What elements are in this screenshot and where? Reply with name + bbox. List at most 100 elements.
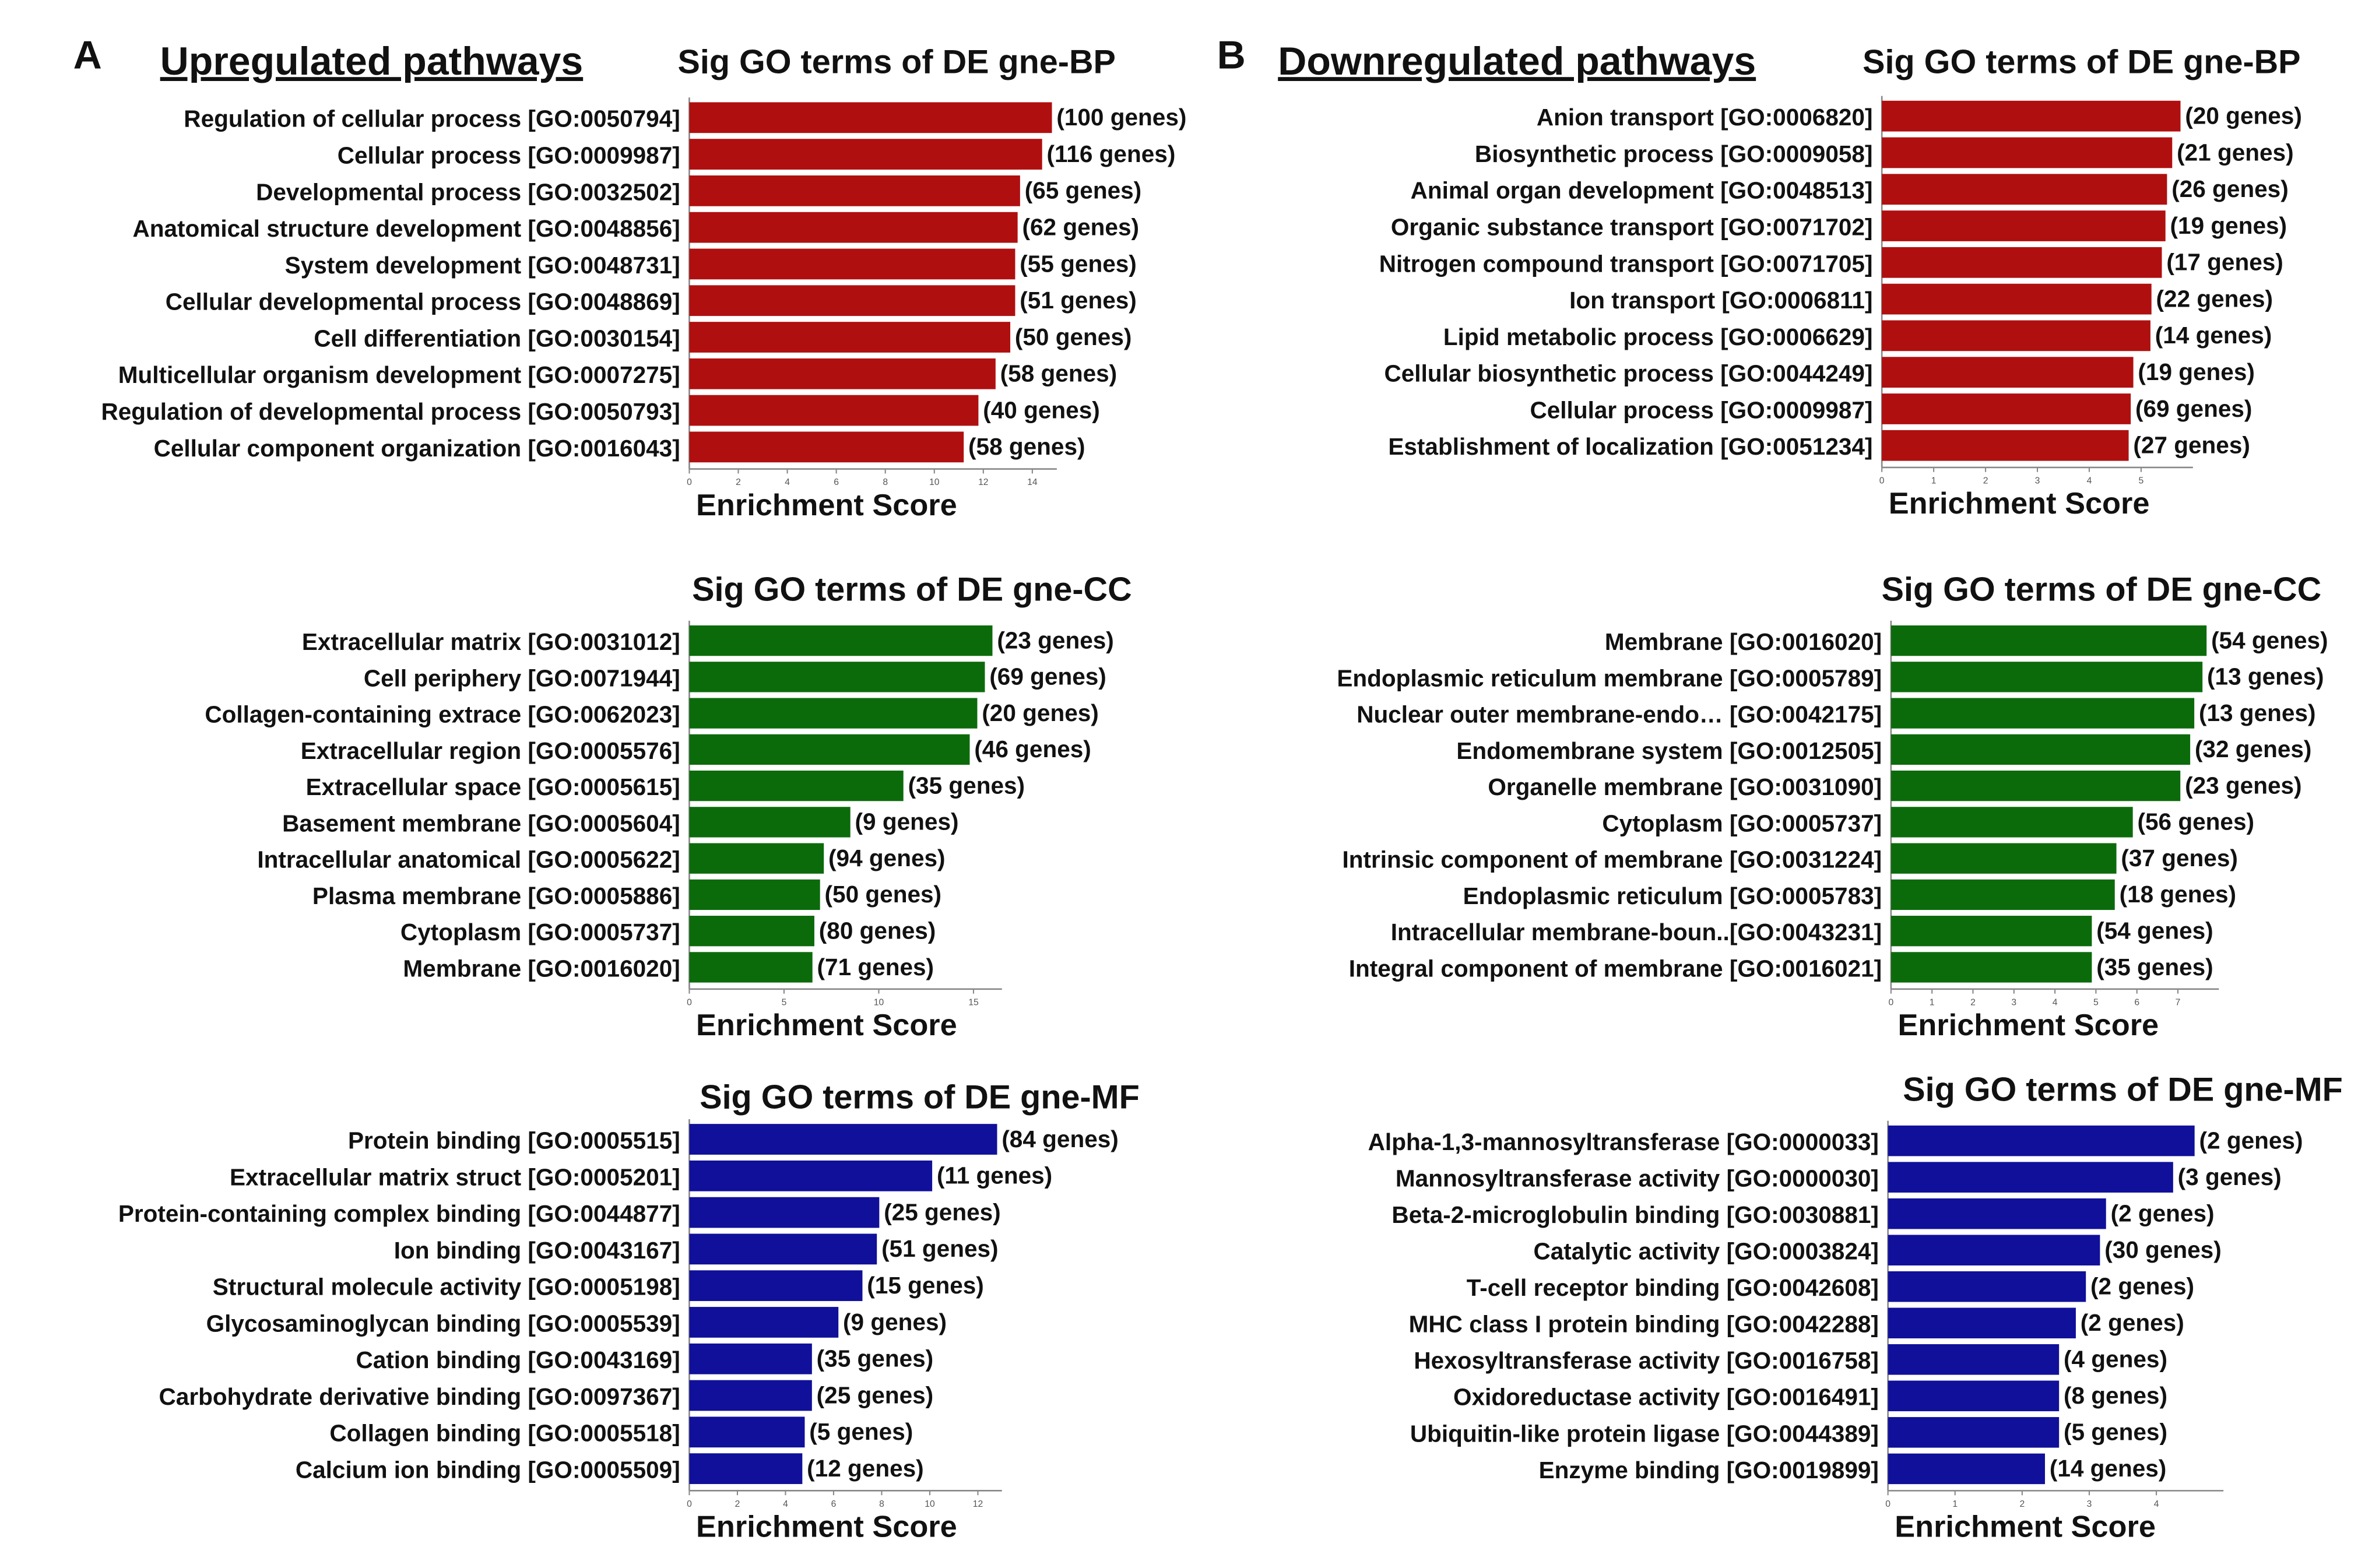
x-tick-label: 0 — [687, 1499, 692, 1509]
chart-title: Sig GO terms of DE gne-CC — [692, 571, 1132, 609]
gene-count: (56 genes) — [2138, 808, 2254, 835]
bar — [689, 139, 1042, 170]
category-label: Plasma membrane [GO:0005886] — [312, 883, 680, 909]
panel-letter: A — [73, 33, 102, 78]
category-label: Mannosyltransferase activity [GO:0000030… — [1396, 1165, 1879, 1192]
gene-count: (9 genes) — [843, 1309, 947, 1335]
category-label: Developmental process [GO:0032502] — [256, 178, 680, 205]
chart-title: Sig GO terms of DE gne-MF — [700, 1079, 1140, 1116]
category-label: Ion transport [GO:0006811] — [1569, 287, 1872, 314]
category-label: Nitrogen compound transport [GO:0071705] — [1379, 250, 1873, 277]
gene-count: (54 genes) — [2096, 917, 2213, 944]
bar — [1888, 1162, 2173, 1193]
x-tick-label: 3 — [2035, 476, 2040, 486]
category-label: Cellular process [GO:0009987] — [338, 142, 680, 169]
category-label: Animal organ development [GO:0048513] — [1411, 177, 1873, 204]
category-label: Membrane [GO:0016020] — [403, 955, 680, 982]
bar — [689, 248, 1015, 280]
x-tick-label: 1 — [1930, 997, 1935, 1007]
x-tick-label: 8 — [879, 1499, 884, 1509]
gene-count: (3 genes) — [2178, 1163, 2282, 1190]
gene-count: (65 genes) — [1025, 177, 1141, 204]
x-axis-label: Enrichment Score — [696, 1510, 957, 1544]
category-label: T-cell receptor binding [GO:0042608] — [1467, 1274, 1879, 1301]
gene-count: (2 genes) — [2111, 1200, 2215, 1227]
gene-count: (69 genes) — [989, 663, 1106, 690]
bar — [689, 625, 993, 656]
x-axis-label: Enrichment Score — [1897, 1008, 2159, 1042]
category-label: Extracellular matrix struct [GO:0005201] — [230, 1163, 680, 1190]
category-label: Cellular developmental process [GO:00488… — [166, 289, 680, 315]
gene-count: (51 genes) — [881, 1235, 998, 1262]
x-tick-label: 1 — [1931, 476, 1937, 486]
panel-letter: B — [1217, 33, 1246, 78]
category-label: Alpha-1,3-mannosyltransferase [GO:000003… — [1368, 1128, 1879, 1155]
category-label: Nuclear outer membrane-endo… [GO:0042175… — [1357, 701, 1882, 728]
bar — [1882, 357, 2134, 388]
gene-count: (50 genes) — [825, 881, 941, 908]
category-label: Collagen-containing extrace [GO:0062023] — [205, 701, 680, 728]
bar — [689, 1197, 880, 1228]
x-tick-label: 0 — [1879, 476, 1885, 486]
category-label: Structural molecule activity [GO:0005198… — [213, 1274, 680, 1300]
gene-count: (37 genes) — [2121, 845, 2237, 871]
gene-count: (15 genes) — [867, 1272, 983, 1299]
gene-count: (71 genes) — [817, 954, 934, 980]
category-label: Intrinsic component of membrane [GO:0031… — [1342, 846, 1882, 873]
gene-count: (19 genes) — [2170, 212, 2287, 239]
x-tick-label: 4 — [2087, 476, 2092, 486]
gene-count: (69 genes) — [2135, 395, 2252, 422]
category-label: Integral component of membrane [GO:00160… — [1349, 955, 1882, 982]
category-label: Establishment of localization [GO:005123… — [1388, 433, 1872, 460]
bar — [1888, 1453, 2045, 1485]
category-label: Endomembrane system [GO:0012505] — [1456, 737, 1882, 764]
category-label: Calcium ion binding [GO:0005509] — [296, 1457, 680, 1483]
gene-count: (21 genes) — [2177, 139, 2293, 166]
category-label: Cell differentiation [GO:0030154] — [314, 325, 680, 351]
gene-count: (18 genes) — [2120, 881, 2236, 908]
gene-count: (58 genes) — [1000, 360, 1117, 387]
panel-heading: Downregulated pathways — [1278, 39, 1756, 83]
x-tick-label: 7 — [2176, 997, 2181, 1007]
bar — [689, 952, 813, 983]
gene-count: (58 genes) — [968, 433, 1085, 460]
bar — [689, 1453, 803, 1484]
bar — [689, 662, 985, 692]
x-tick-label: 3 — [2087, 1499, 2092, 1509]
bar — [1888, 1417, 2060, 1448]
gene-count: (35 genes) — [817, 1345, 933, 1372]
category-label: Extracellular matrix [GO:0031012] — [302, 628, 680, 655]
category-label: Organelle membrane [GO:0031090] — [1488, 774, 1882, 800]
gene-count: (5 genes) — [2064, 1419, 2167, 1446]
bar — [1882, 100, 2181, 132]
category-label: Anion transport [GO:0006820] — [1537, 104, 1873, 131]
bar — [1882, 174, 2167, 205]
x-tick-label: 8 — [883, 477, 888, 487]
x-tick-label: 5 — [2093, 997, 2099, 1007]
x-tick-label: 4 — [2053, 997, 2058, 1007]
x-tick-label: 4 — [785, 477, 790, 487]
bar — [1882, 393, 2131, 424]
gene-count: (20 genes) — [982, 699, 1098, 726]
bar — [1882, 210, 2166, 241]
x-tick-label: 4 — [783, 1499, 788, 1509]
gene-count: (32 genes) — [2195, 736, 2311, 762]
category-label: Oxidoreductase activity [GO:0016491] — [1453, 1384, 1879, 1411]
gene-count: (12 genes) — [807, 1455, 923, 1482]
gene-count: (94 genes) — [828, 845, 945, 871]
gene-count: (51 genes) — [1020, 287, 1136, 314]
category-label: Organic substance transport [GO:0071702] — [1391, 213, 1873, 240]
x-tick-label: 12 — [973, 1499, 983, 1509]
x-tick-label: 6 — [2134, 997, 2139, 1007]
category-label: Enzyme binding [GO:0019899] — [1539, 1457, 1879, 1483]
x-tick-label: 2 — [1983, 476, 1988, 486]
x-tick-label: 0 — [687, 477, 692, 487]
chart-title: Sig GO terms of DE gne-BP — [678, 43, 1116, 80]
gene-count: (9 genes) — [855, 808, 959, 835]
category-label: Extracellular space [GO:0005615] — [306, 774, 680, 800]
gene-count: (11 genes) — [937, 1162, 1052, 1189]
category-label: System development [GO:0048731] — [285, 252, 680, 279]
gene-count: (25 genes) — [884, 1198, 1000, 1225]
category-label: Protein-containing complex binding [GO:0… — [118, 1200, 680, 1227]
x-tick-label: 6 — [834, 477, 839, 487]
